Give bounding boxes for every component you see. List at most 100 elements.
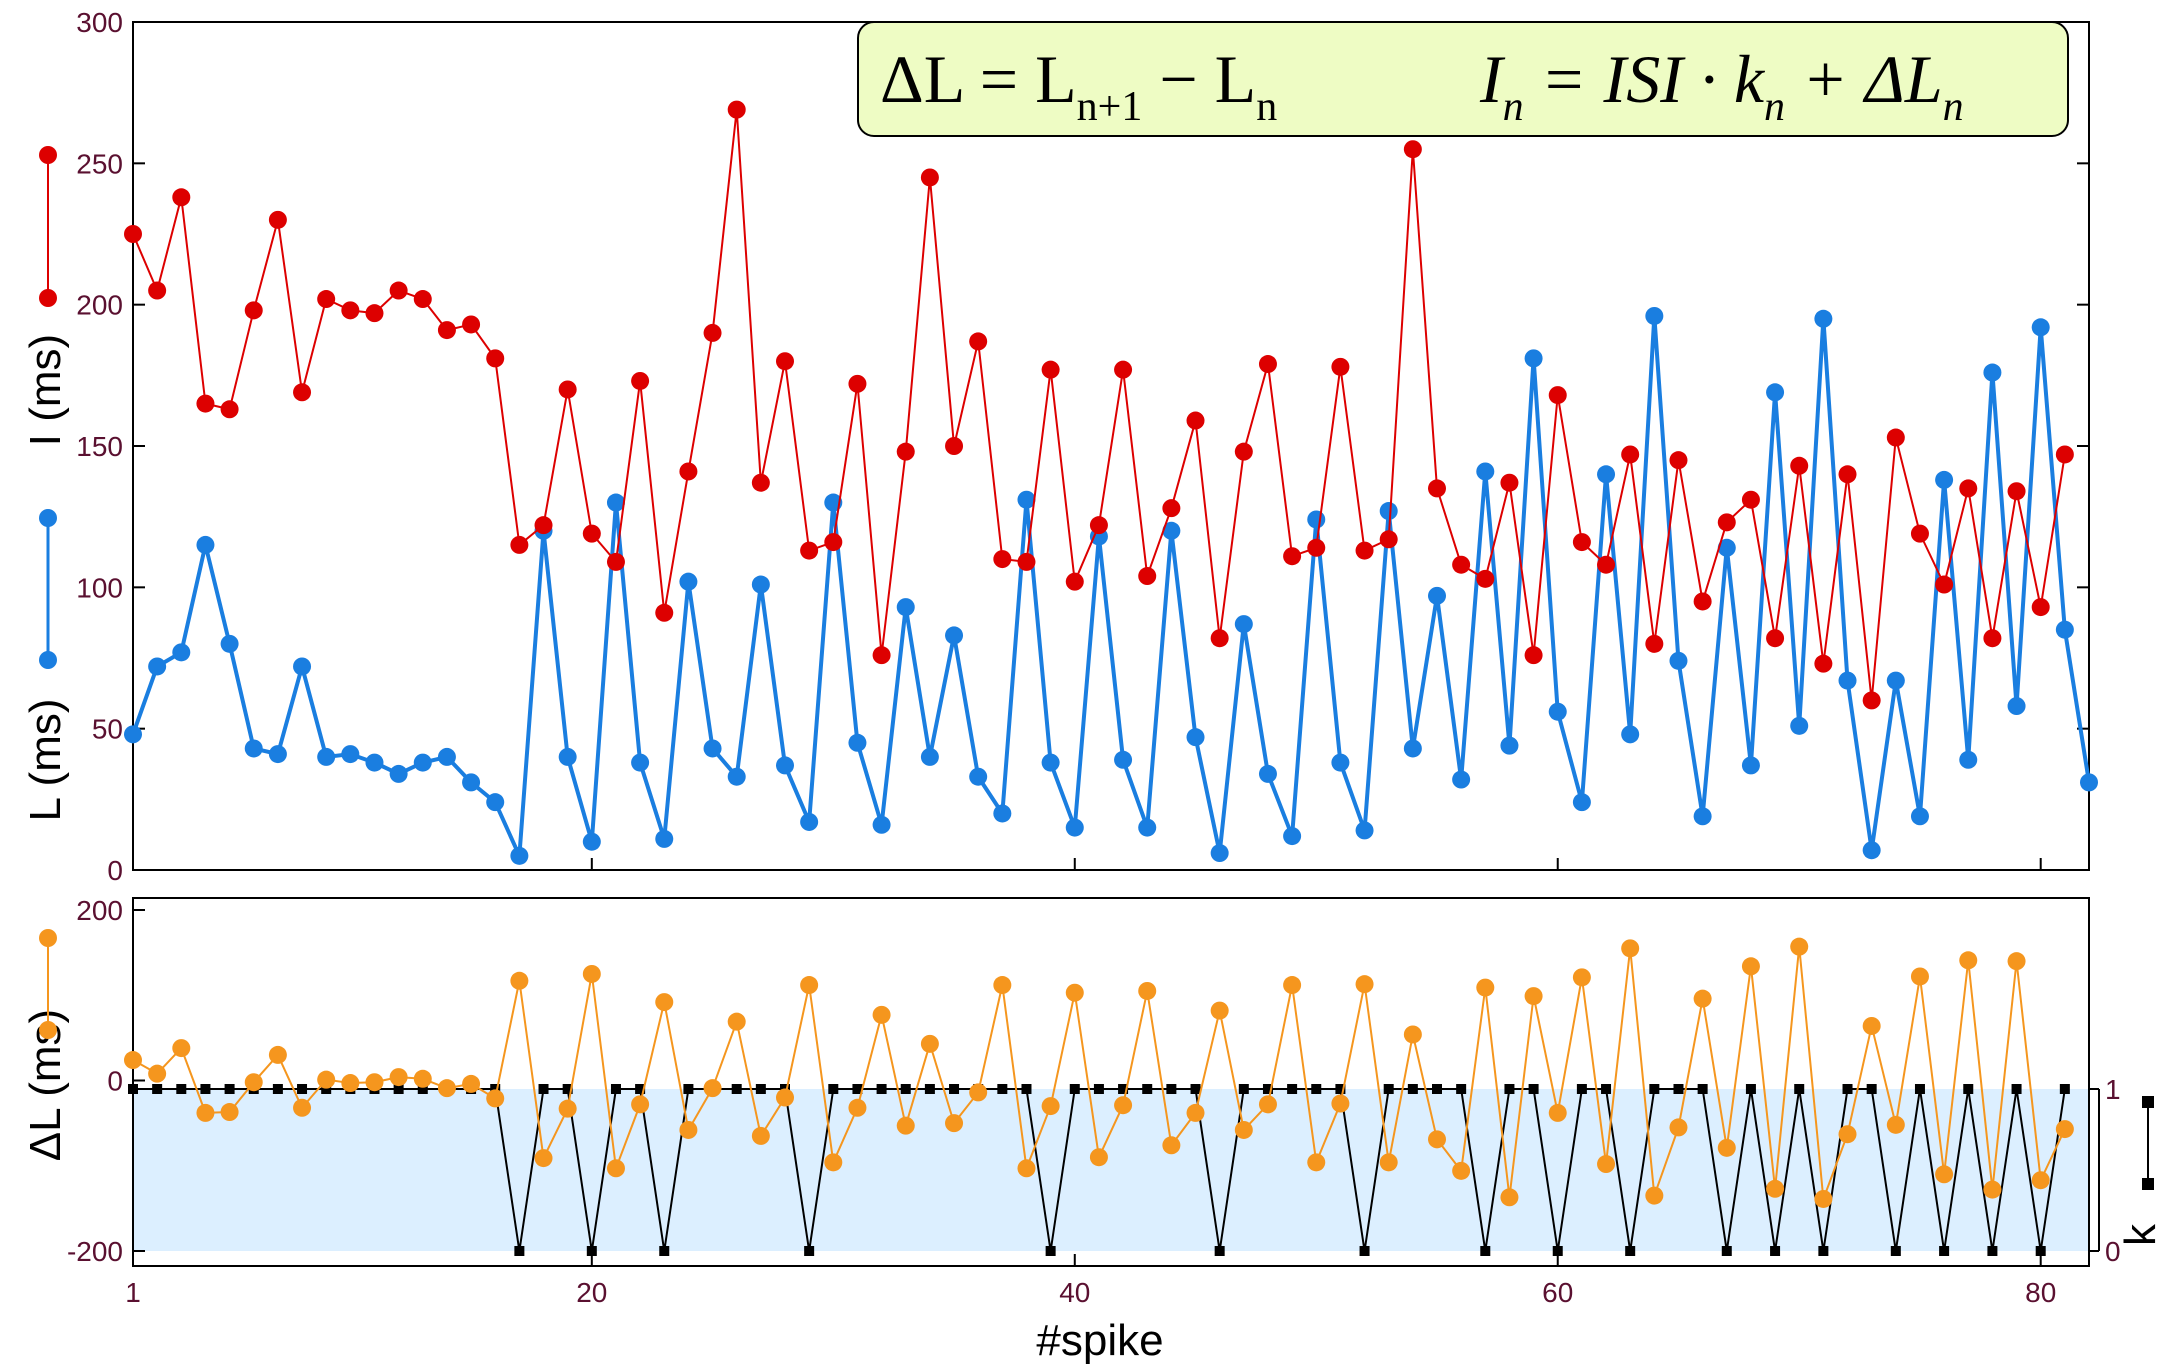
I-series-point (437, 321, 456, 340)
L-series-point (751, 575, 770, 594)
k-series-point (1552, 1246, 1563, 1256)
I-series-point (1138, 567, 1157, 586)
I-series-point (244, 301, 263, 320)
L-series-point (486, 793, 505, 812)
x-ticks: 1 20 40 60 80 (125, 858, 2056, 1308)
k-series-point (1745, 1084, 1756, 1094)
k-series-point (997, 1084, 1008, 1094)
deltaL-series-point (1162, 1136, 1181, 1155)
deltaL-series-point (1331, 1094, 1350, 1113)
deltaL-series-point (389, 1068, 408, 1087)
k-series-point (1093, 1084, 1104, 1094)
I-series-point (1500, 473, 1519, 492)
I-series-point (413, 290, 432, 309)
I-series-point (751, 473, 770, 492)
deltaL-series-point (1041, 1097, 1060, 1116)
I-series-point (606, 552, 625, 571)
L-series-point (317, 747, 336, 766)
L-series-point (220, 634, 239, 653)
k-series-point (1504, 1084, 1515, 1094)
I-series-point (1017, 552, 1036, 571)
deltaL-series-point (341, 1074, 360, 1093)
deltaL-series-point (1089, 1148, 1108, 1167)
deltaL-series-point (148, 1064, 167, 1083)
I-series-point (920, 168, 939, 187)
deltaL-series-point (727, 1012, 746, 1031)
I-series-point (824, 533, 843, 552)
I-series-point (534, 516, 553, 535)
k-series-point (876, 1084, 887, 1094)
I-series-point (1886, 428, 1905, 447)
k-series-point (1625, 1246, 1636, 1256)
bottom-plot-frame (132, 897, 2090, 1267)
I-series-point (1741, 490, 1760, 509)
k-series-point (659, 1246, 670, 1256)
I-series-point (1331, 357, 1350, 376)
k-series-point (1359, 1246, 1370, 1256)
deltaL-series-point (462, 1074, 481, 1093)
top-ytick-label: 50 (92, 714, 123, 745)
L-series-point (655, 829, 674, 848)
legend-k (2142, 1096, 2154, 1190)
k-series-point (297, 1084, 308, 1094)
k-axis-ticks: 01 (2089, 1074, 2121, 1267)
k-series-point (2011, 1084, 2022, 1094)
I-series-point (462, 315, 481, 334)
xtick-label: 60 (1542, 1277, 1573, 1308)
I-series-point (872, 646, 891, 665)
top-ytick-label: 100 (76, 572, 123, 603)
deltaL-series-point (220, 1103, 239, 1122)
L-series-point (1138, 818, 1157, 837)
deltaL-series-point (776, 1088, 794, 1107)
k-series-point (1818, 1246, 1829, 1256)
k-series-point (1866, 1084, 1877, 1094)
deltaL-series-point (558, 1099, 577, 1118)
I-series-point (655, 603, 674, 622)
deltaL-series-point (1838, 1125, 1857, 1144)
xtick-label: 20 (576, 1277, 607, 1308)
L-series-point (1693, 807, 1712, 826)
xtick-label: 80 (2025, 1277, 2056, 1308)
deltaL-series-point (1258, 1095, 1277, 1114)
k-series-point (1383, 1084, 1394, 1094)
deltaL-series-point (1524, 987, 1543, 1006)
I-series-point (1355, 541, 1374, 560)
deltaL-series-point (582, 964, 601, 983)
deltaL-series-point (196, 1103, 215, 1122)
deltaL-series-point (1910, 967, 1929, 986)
I-series-point (1790, 456, 1809, 475)
deltaL-series-point (1186, 1103, 1205, 1122)
k-series-point (393, 1084, 404, 1094)
k-series-point (562, 1084, 573, 1094)
deltaL-series-point (1669, 1118, 1688, 1137)
deltaL-series-point (1017, 1159, 1036, 1178)
L-series-point (1766, 383, 1785, 402)
formula-box: ΔL = Ln+1 − Ln In = ISI · kn + ΔLn (857, 21, 2069, 137)
I-series-point (1065, 572, 1084, 591)
I-series-point (220, 400, 239, 419)
I-series-point (1403, 140, 1422, 159)
L-series-point (800, 812, 819, 831)
deltaL-series-point (1597, 1155, 1616, 1174)
L-series-point (1355, 821, 1374, 840)
L-series-point (945, 626, 964, 645)
L-series-point (1790, 716, 1809, 735)
deltaL-series-point (1476, 978, 1495, 997)
I-series-point (1693, 592, 1712, 611)
k-series-point (683, 1084, 694, 1094)
I-series-point (1379, 530, 1398, 549)
L-series-point (1234, 615, 1253, 634)
k-tick-label: 0 (2105, 1236, 2121, 1267)
k-series-point (200, 1084, 211, 1094)
I-series-point (776, 352, 794, 371)
L-series-point (1597, 465, 1616, 484)
L-series-point (1814, 309, 1833, 328)
L-series-point (606, 493, 625, 512)
L-series-point (1307, 510, 1326, 529)
deltaL-series-point (824, 1153, 843, 1172)
k-series-point (1576, 1084, 1587, 1094)
I-series-point (1621, 445, 1640, 464)
L-series-point (293, 657, 312, 676)
I-series-point (1862, 691, 1881, 710)
k-series-point (1238, 1084, 1249, 1094)
